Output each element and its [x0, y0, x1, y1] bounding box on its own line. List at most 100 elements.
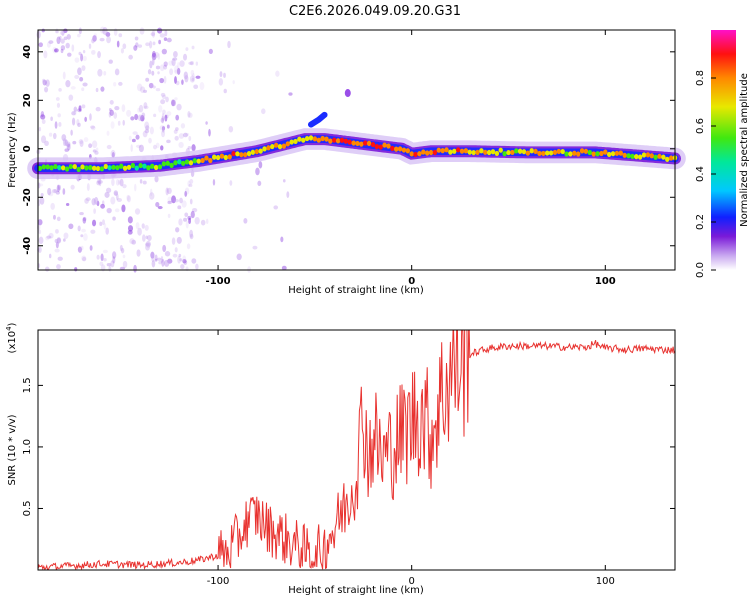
- spectrogram-noise-cell: [172, 253, 178, 258]
- spectrogram-noise-cell: [100, 203, 106, 209]
- spectrogram-ridge-cell: [529, 148, 534, 154]
- spectrogram-noise-cell: [145, 235, 149, 240]
- spectrogram-noise-cell: [162, 244, 167, 252]
- spectrogram-noise-cell: [51, 188, 58, 194]
- spectrogram-noise-cell: [166, 37, 172, 43]
- spectrogram-noise-cell: [44, 266, 50, 272]
- spectrogram-ridge-cell: [219, 153, 225, 159]
- spectrogram-ridge-cell: [297, 136, 302, 142]
- spectrogram-noise-cell: [128, 54, 133, 60]
- spectrogram-noise-cell: [77, 246, 82, 253]
- spectrogram-noise-cell: [90, 125, 96, 131]
- spectrogram-noise-cell: [38, 229, 42, 235]
- spectrogram-noise-cell: [188, 135, 192, 141]
- spectrogram-ridge-cell: [421, 149, 426, 155]
- spectrogram-noise-cell: [163, 64, 168, 70]
- spectrogram-noise-cell: [78, 139, 84, 145]
- spectrogram-ridge-cell: [355, 140, 360, 147]
- spectrogram-ridge-cell: [649, 153, 654, 159]
- spectrogram-noise-cell: [47, 187, 52, 196]
- spectrogram-noise-cell: [165, 96, 169, 103]
- spectrogram-noise-cell: [114, 208, 120, 213]
- spectrogram-noise-cell: [97, 68, 103, 77]
- spectrogram-noise-cell: [99, 37, 105, 42]
- spectrogram-noise-cell: [79, 212, 84, 216]
- snr-y-multiplier: (x104): [5, 322, 18, 353]
- spectrogram-branch: [308, 111, 328, 128]
- spectrogram-noise-cell: [112, 256, 116, 264]
- spectrogram-ridge-cell: [498, 147, 503, 153]
- spectrogram-noise-cell: [108, 108, 112, 112]
- spectrogram-ridge-cell: [479, 148, 484, 154]
- spectrogram-noise-cell: [137, 107, 141, 113]
- spectrogram-noise-cell: [44, 86, 49, 93]
- spectrogram-noise-cell: [100, 86, 105, 92]
- spectrogram-noise-cell: [99, 261, 104, 266]
- spectrogram-noise-cell: [111, 178, 115, 186]
- spectrogram-noise-cell: [159, 77, 165, 84]
- snr-y-label: SNR (10 * v/v): [7, 414, 18, 485]
- spectrogram-ridge-cell: [211, 154, 217, 160]
- spectrogram-ridge-cell: [181, 160, 186, 166]
- spectrogram-ridge-cell: [88, 165, 93, 171]
- spectrogram-noise-cell: [138, 104, 144, 113]
- spectrogram-noise-cell: [134, 113, 139, 121]
- spectrogram-ridge-cell: [641, 152, 647, 158]
- spectrogram-noise-cell: [112, 216, 116, 221]
- spectrogram-noise-cell: [181, 200, 187, 208]
- spectrogram-ridge-cell: [486, 149, 492, 156]
- spectrogram-noise-cell: [149, 192, 155, 200]
- spectrogram-noise-cell: [153, 144, 157, 150]
- spectrogram-noise-cell: [58, 121, 62, 127]
- spectrogram-noise-cell: [106, 187, 112, 193]
- spectrogram-ridge-cell: [165, 160, 170, 166]
- spectrogram-ridge-cell: [374, 143, 380, 150]
- spectrogram-noise-cell: [74, 267, 78, 272]
- spectrogram-noise-cell: [106, 144, 112, 150]
- spectrogram-noise-cell: [150, 251, 155, 259]
- spectrogram-noise-cell: [219, 71, 223, 78]
- spectrogram-noise-cell: [158, 260, 162, 265]
- spectrogram-ridge-cell: [618, 150, 623, 156]
- spectrogram-noise-cell: [40, 192, 44, 197]
- spectrogram-noise-cell: [157, 205, 163, 210]
- spectrogram-noise-cell: [184, 190, 188, 197]
- spectrogram-ridge-cell: [514, 148, 519, 154]
- spectrogram-noise-cell: [38, 126, 42, 132]
- spectrogram-x-tick-label: 100: [595, 276, 616, 287]
- spectrogram-ridge-cell: [200, 157, 205, 164]
- spectrogram-noise-cell: [149, 60, 153, 69]
- spectrogram-noise-cell: [223, 88, 227, 94]
- spectrogram-ridge-cell: [548, 150, 554, 156]
- spectrogram-noise-cell: [95, 106, 101, 112]
- spectrogram-noise-cell: [64, 139, 68, 147]
- spectrogram-x-ticks: -100 0 100: [206, 30, 616, 287]
- spectrogram-noise-cell: [71, 111, 76, 116]
- spectrogram-ridge-cell: [428, 149, 434, 156]
- spectrogram-noise-cell: [68, 223, 74, 230]
- spectrogram-noise-cell: [37, 219, 43, 226]
- spectrogram-noise-cell: [166, 111, 172, 116]
- spectrogram-ridge-cell: [595, 151, 600, 157]
- spectrogram-noise-cell: [135, 42, 139, 48]
- spectrogram-noise-cell: [189, 233, 194, 240]
- spectrogram-noise-cell: [109, 100, 114, 105]
- spectrogram-ridge-cell: [293, 138, 298, 145]
- spectrogram-x-label: Height of straight line (km): [288, 285, 424, 296]
- spectrogram-noise-cell: [208, 48, 213, 55]
- spectrogram-noise-cell: [154, 258, 158, 262]
- spectrogram-noise-cell: [65, 202, 70, 207]
- spectrogram-noise-cell: [78, 27, 82, 35]
- spectrogram-ridge-cell: [622, 152, 627, 158]
- spectrogram-noise-cell: [170, 99, 175, 107]
- spectrogram-noise-cell: [126, 194, 130, 201]
- spectrogram-noise-cell: [70, 129, 73, 136]
- spectrogram-noise-cell: [139, 179, 143, 184]
- spectrogram-noise-cell: [173, 129, 178, 134]
- spectrogram-ridge-cell: [184, 159, 190, 165]
- spectrogram-ridge-cell: [130, 162, 136, 169]
- spectrogram-noise-cell: [67, 143, 71, 151]
- spectrogram-noise-cell: [176, 67, 181, 75]
- spectrogram-noise-cell: [176, 103, 182, 111]
- spectrogram-noise-cell: [158, 39, 162, 45]
